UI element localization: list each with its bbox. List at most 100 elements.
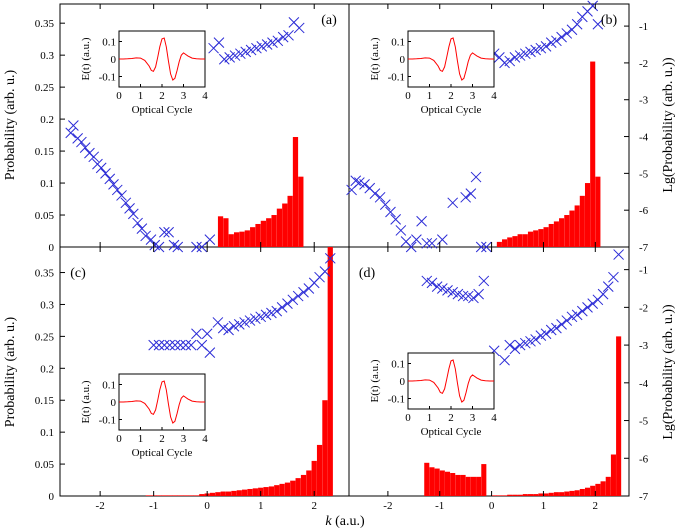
bar <box>507 494 513 496</box>
bar <box>156 495 162 496</box>
cross-marker <box>587 0 599 12</box>
bar <box>470 476 476 496</box>
bar <box>322 400 328 496</box>
cross-marker <box>213 37 225 49</box>
inset-x-tick-label: 0 <box>405 90 411 102</box>
bar <box>533 494 539 496</box>
inset-y-label: E(t) (a.u.) <box>369 359 381 402</box>
bar <box>167 495 173 496</box>
bar <box>444 471 451 496</box>
bar <box>569 210 575 247</box>
y-tick-label-left: 0.2 <box>40 363 54 375</box>
cross-marker <box>571 309 583 321</box>
inset-x-label: Optical Cycle <box>421 426 482 438</box>
x-tick-label: 0 <box>489 500 495 512</box>
bar <box>559 218 565 247</box>
bar <box>266 218 272 247</box>
cross-marker <box>416 215 427 227</box>
cross-marker <box>175 339 186 351</box>
inset-x-tick-label: 2 <box>448 90 454 102</box>
bar <box>199 494 205 496</box>
y-tick-label-left: 0.35 <box>35 268 55 280</box>
cross-marker <box>465 188 477 199</box>
bar <box>274 485 280 496</box>
cross-marker <box>324 252 336 264</box>
cross-marker <box>293 22 305 34</box>
cross-marker <box>468 292 479 304</box>
bar <box>231 490 237 496</box>
cross-marker <box>504 55 516 67</box>
bar <box>450 473 456 496</box>
bar <box>502 239 508 247</box>
cross-marker <box>204 234 216 245</box>
bar <box>292 137 299 247</box>
bar <box>268 486 275 496</box>
bar <box>223 218 229 247</box>
cross-marker <box>592 18 604 30</box>
bar <box>220 491 226 496</box>
cross-marker <box>108 179 119 190</box>
cross-marker <box>180 339 192 351</box>
bar <box>424 462 430 496</box>
inset-x-tick-label: 2 <box>159 90 165 102</box>
cross-marker <box>561 315 573 326</box>
inset-y-tick-label: 0 <box>400 54 406 66</box>
cross-marker <box>163 226 174 238</box>
bar <box>260 220 266 247</box>
panel-label: (a) <box>321 13 337 28</box>
x-tick-label: 2 <box>311 500 317 512</box>
bar <box>271 215 277 247</box>
cross-marker <box>460 191 472 203</box>
inset-x-label: Optical Cycle <box>132 447 193 459</box>
y-tick-label-left: 0.1 <box>40 178 54 190</box>
cross-marker <box>191 328 202 340</box>
y-tick-label-right: -2 <box>639 302 648 314</box>
bar <box>543 493 549 496</box>
cross-marker <box>540 40 552 52</box>
bar <box>172 495 178 496</box>
x-tick-label: -2 <box>96 500 105 512</box>
inset-field-curve <box>408 37 494 81</box>
cross-marker <box>116 190 127 201</box>
bar <box>239 231 245 247</box>
y-tick-label-right: -1 <box>639 265 648 277</box>
cross-marker <box>76 136 87 148</box>
bar <box>512 236 518 247</box>
bar <box>236 490 242 496</box>
cross-marker <box>405 241 417 253</box>
bar <box>209 492 216 496</box>
bar <box>276 208 283 247</box>
y-tick-label-right: -4 <box>639 132 649 144</box>
bar <box>538 493 544 496</box>
cross-marker <box>272 35 284 47</box>
cross-marker <box>276 302 288 313</box>
cross-marker <box>172 241 184 253</box>
bar <box>429 467 435 496</box>
bar <box>512 494 518 496</box>
cross-marker <box>104 173 116 185</box>
cross-marker <box>481 241 492 253</box>
bar <box>579 195 585 247</box>
bar <box>564 491 570 496</box>
inset-x-tick-label: 4 <box>491 90 497 102</box>
cross-marker <box>556 318 567 330</box>
inset-y-tick-label: -0.1 <box>388 394 405 406</box>
y-tick-label-right: -7 <box>639 491 649 503</box>
bar <box>600 481 606 496</box>
inset-x-tick-label: 0 <box>116 433 122 445</box>
y-tick-label-right: -6 <box>639 205 649 217</box>
cross-marker <box>597 288 609 300</box>
inset-y-label: E(t) (a.u.) <box>80 37 92 80</box>
bar <box>306 470 312 496</box>
bar <box>282 203 288 247</box>
bar <box>434 468 440 496</box>
cross-marker <box>602 281 614 292</box>
bar <box>559 492 565 496</box>
x-tick-label: -1 <box>149 500 158 512</box>
cross-marker <box>436 234 448 245</box>
cross-marker <box>475 241 487 253</box>
cross-marker <box>582 302 593 313</box>
cross-marker <box>426 277 438 289</box>
bar <box>595 483 601 496</box>
